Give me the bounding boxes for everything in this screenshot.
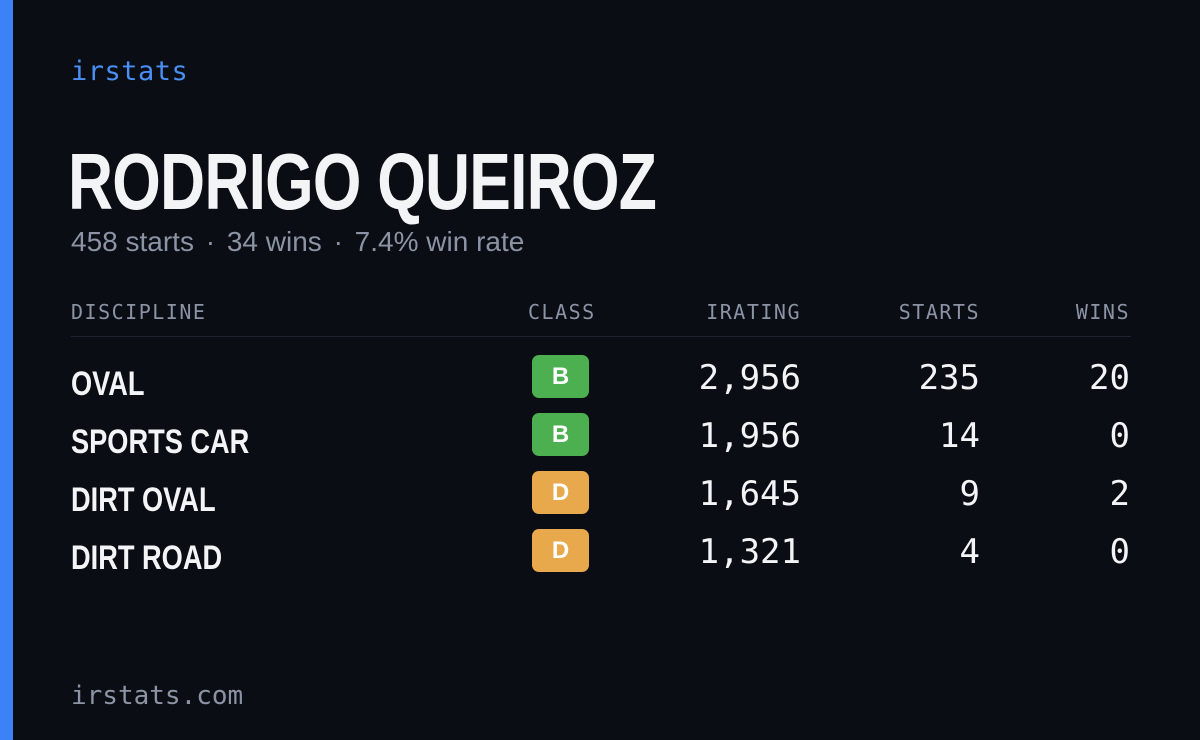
discipline-name: DIRT ROAD	[71, 539, 223, 577]
irating-value: 2,956	[698, 358, 801, 398]
header-starts: STARTS	[898, 300, 980, 324]
driver-summary: 458 starts · 34 wins · 7.4% win rate	[71, 226, 524, 258]
header-class: CLASS	[528, 300, 596, 324]
table-row: SPORTS CAR B 1,956 14 0	[71, 413, 1131, 471]
class-badge: D	[532, 529, 589, 572]
header-wins: WINS	[1075, 300, 1130, 324]
wins-value: 0	[1109, 532, 1130, 572]
summary-separator: ·	[333, 226, 343, 257]
summary-separator: ·	[205, 226, 216, 257]
header-irating: IRATING	[706, 300, 801, 324]
class-badge: B	[532, 355, 589, 398]
header-discipline: DISCIPLINE	[71, 300, 207, 324]
wins-value: 20	[1089, 358, 1130, 398]
brand-logo-text: irstats	[71, 56, 189, 87]
driver-name: RODRIGO QUEIROZ	[68, 137, 657, 226]
starts-count: 458 starts	[71, 226, 194, 257]
table-body: OVAL B 2,956 235 20 SPORTS CAR B 1,956 1…	[71, 337, 1131, 587]
wins-count: 34 wins	[226, 226, 322, 257]
class-badge: D	[532, 471, 589, 514]
irating-value: 1,956	[698, 416, 801, 456]
win-rate: 7.4% win rate	[354, 226, 525, 257]
starts-value: 235	[918, 358, 980, 398]
starts-value: 14	[939, 416, 980, 456]
table-header: DISCIPLINE CLASS IRATING STARTS WINS	[71, 298, 1131, 337]
table-row: DIRT ROAD D 1,321 4 0	[71, 529, 1131, 587]
irating-value: 1,321	[698, 532, 801, 572]
table-row: DIRT OVAL D 1,645 9 2	[71, 471, 1131, 529]
discipline-name: DIRT OVAL	[71, 481, 216, 519]
discipline-name: SPORTS CAR	[71, 423, 250, 461]
wins-value: 0	[1109, 416, 1130, 456]
discipline-table: DISCIPLINE CLASS IRATING STARTS WINS OVA…	[71, 298, 1131, 587]
starts-value: 9	[959, 474, 980, 514]
footer-url: irstats.com	[71, 681, 244, 711]
class-badge: B	[532, 413, 589, 456]
discipline-name: OVAL	[71, 365, 145, 403]
irating-value: 1,645	[698, 474, 801, 514]
starts-value: 4	[959, 532, 980, 572]
table-row: OVAL B 2,956 235 20	[71, 355, 1131, 413]
wins-value: 2	[1109, 474, 1130, 514]
accent-bar	[0, 0, 13, 740]
